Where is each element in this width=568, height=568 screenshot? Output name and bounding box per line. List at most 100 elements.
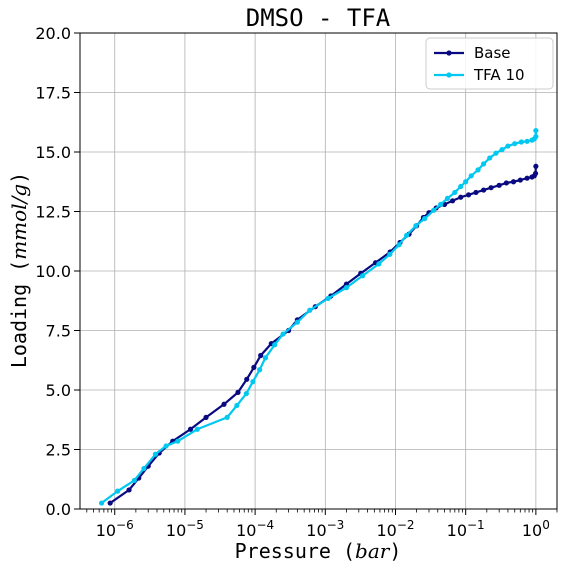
series-base <box>107 163 539 506</box>
data-point-base <box>107 500 113 506</box>
data-point-tfa-10 <box>493 150 499 156</box>
legend-marker <box>446 72 452 78</box>
data-point-base <box>503 180 509 186</box>
data-point-base <box>449 198 456 204</box>
data-point-base <box>258 352 264 359</box>
y-tick-label: 17.5 <box>35 84 71 103</box>
data-point-tfa-10 <box>387 251 393 257</box>
grid <box>80 32 557 510</box>
y-axis-label: Loading (mmol/g) <box>7 172 31 368</box>
y-axis: 0.0 2.5 5.0 7.5 10.0 12.5 15.0 17.5 20.0 <box>35 24 80 519</box>
data-point-tfa-10 <box>343 285 350 291</box>
data-point-tfa-10 <box>468 173 474 179</box>
data-point-base <box>244 376 250 382</box>
data-point-tfa-10 <box>438 201 444 207</box>
data-point-tfa-10 <box>280 331 286 337</box>
data-point-base <box>203 414 209 420</box>
data-point-tfa-10 <box>376 261 382 267</box>
data-point-tfa-10 <box>396 242 402 248</box>
data-point-tfa-10 <box>243 390 249 397</box>
series-layer <box>99 127 539 506</box>
data-point-tfa-10 <box>224 414 230 420</box>
data-point-tfa-10 <box>307 307 313 313</box>
data-point-tfa-10 <box>152 451 159 457</box>
data-point-base <box>488 185 494 191</box>
data-point-base <box>532 170 539 177</box>
data-point-tfa-10 <box>115 488 121 494</box>
data-point-tfa-10 <box>518 139 524 145</box>
data-point-tfa-10 <box>463 179 469 185</box>
y-tick-label: 2.5 <box>46 441 71 460</box>
data-point-tfa-10 <box>533 127 539 134</box>
data-point-tfa-10 <box>512 141 518 147</box>
data-point-tfa-10 <box>458 183 464 190</box>
data-point-base <box>533 163 539 169</box>
data-point-base <box>465 192 472 198</box>
data-point-base <box>221 401 227 407</box>
x-axis-label: Pressure (bar) <box>235 539 402 563</box>
data-point-base <box>517 177 523 183</box>
data-point-base <box>524 175 530 181</box>
data-point-tfa-10 <box>360 273 366 279</box>
data-point-tfa-10 <box>325 295 331 301</box>
data-point-tfa-10 <box>234 402 240 409</box>
data-point-tfa-10 <box>294 319 300 325</box>
x-tick-label: 10−6 <box>96 518 134 540</box>
x-tick-label: 10−5 <box>166 518 204 540</box>
data-point-tfa-10 <box>131 477 137 484</box>
data-point-base <box>481 187 487 193</box>
legend-label: Base <box>474 44 511 62</box>
x-tick-label: 10−4 <box>236 518 274 540</box>
x-tick-label: 10−3 <box>306 518 344 540</box>
data-point-base <box>496 182 502 188</box>
data-point-tfa-10 <box>163 443 169 449</box>
series-line-base <box>109 166 537 504</box>
legend-box <box>425 37 554 90</box>
data-point-base <box>510 179 517 185</box>
y-tick-label: 5.0 <box>46 381 71 400</box>
data-point-tfa-10 <box>422 216 428 222</box>
data-point-tfa-10 <box>175 438 181 444</box>
data-point-tfa-10 <box>475 167 481 173</box>
data-point-tfa-10 <box>413 223 419 229</box>
x-tick-label: 10−1 <box>447 518 485 540</box>
data-point-base <box>235 389 241 395</box>
data-point-tfa-10 <box>499 147 505 153</box>
data-point-base <box>458 194 464 200</box>
data-point-base <box>251 364 257 370</box>
data-point-base <box>473 189 479 196</box>
data-point-base <box>187 426 194 432</box>
data-point-tfa-10 <box>257 367 263 373</box>
data-point-tfa-10 <box>250 379 256 385</box>
data-point-tfa-10 <box>262 355 268 361</box>
data-point-tfa-10 <box>431 207 437 213</box>
series-tfa-10 <box>99 127 539 506</box>
data-point-tfa-10 <box>444 195 451 202</box>
data-point-tfa-10 <box>194 426 200 432</box>
data-point-tfa-10 <box>272 342 278 348</box>
x-tick-label: 100 <box>522 518 550 540</box>
data-point-tfa-10 <box>404 232 410 238</box>
y-tick-label: 0.0 <box>46 500 71 519</box>
chart-title: DMSO - TFA <box>246 4 391 32</box>
y-tick-label: 15.0 <box>35 143 71 162</box>
data-point-tfa-10 <box>99 500 105 506</box>
legend-marker <box>446 50 452 56</box>
y-tick-label: 20.0 <box>35 24 71 43</box>
data-point-tfa-10 <box>533 133 539 140</box>
legend-label: TFA 10 <box>473 66 525 84</box>
x-tick-label: 10−2 <box>376 518 414 540</box>
data-point-tfa-10 <box>524 138 530 144</box>
data-point-tfa-10 <box>505 143 511 149</box>
y-tick-label: 12.5 <box>35 203 71 222</box>
legend-entry-tfa-10: TFA 10 <box>434 66 525 84</box>
legend-entry-base: Base <box>434 44 511 62</box>
data-point-tfa-10 <box>481 161 487 167</box>
data-point-tfa-10 <box>487 155 493 161</box>
data-point-tfa-10 <box>141 465 147 472</box>
data-point-tfa-10 <box>452 189 458 196</box>
y-tick-label: 10.0 <box>35 262 71 281</box>
legend: Base TFA 10 <box>425 37 554 90</box>
x-axis: 10−6 10−5 10−4 10−3 10−2 10−1 100 <box>86 509 558 540</box>
